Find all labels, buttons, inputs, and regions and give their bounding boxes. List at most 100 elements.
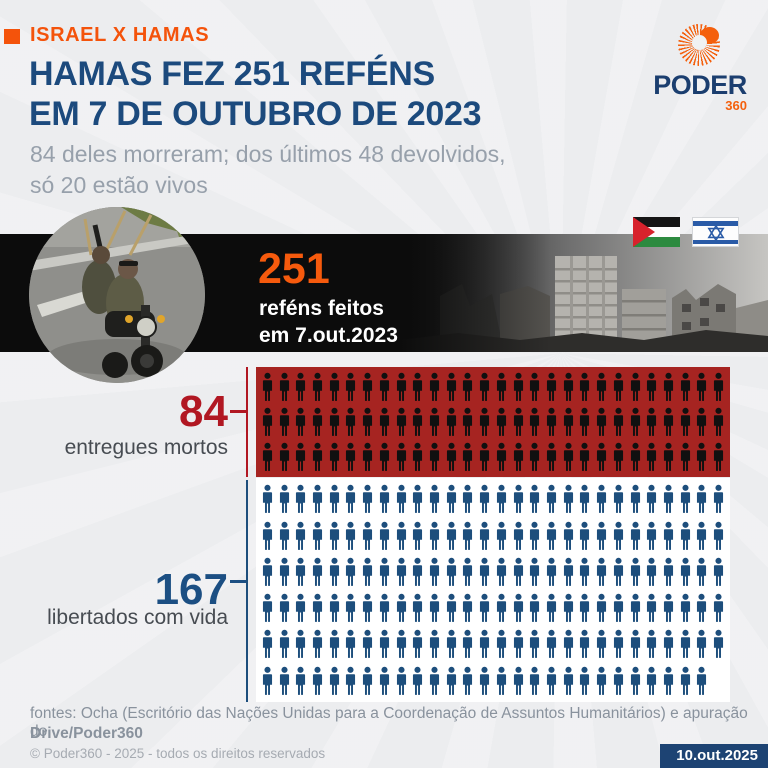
person-icon — [546, 407, 557, 436]
person-icon — [413, 521, 423, 550]
person-icon — [312, 521, 323, 550]
person-icon — [346, 407, 356, 436]
poder360-logo: PODER 360 — [650, 22, 750, 114]
person-icon — [530, 521, 540, 550]
person-icon — [346, 442, 356, 471]
person-icon — [279, 557, 289, 586]
person-icon — [697, 593, 707, 623]
person-icon — [697, 666, 707, 695]
alive-count: 167 — [154, 565, 228, 614]
person-icon — [647, 666, 657, 695]
person-icon — [663, 407, 674, 436]
person-icon — [480, 442, 490, 471]
person-icon — [379, 593, 389, 623]
person-icon — [546, 666, 557, 695]
person-icon — [680, 521, 690, 550]
person-icon — [480, 630, 490, 659]
source-line-2: Drive/Poder360 — [30, 725, 143, 742]
person-icon — [329, 593, 339, 623]
person-icon — [262, 557, 272, 586]
person-icon — [613, 372, 623, 401]
person-icon — [714, 372, 724, 401]
person-icon — [446, 593, 456, 623]
person-icon — [613, 521, 623, 550]
person-icon — [396, 593, 406, 623]
person-icon — [630, 442, 640, 471]
person-icon — [329, 666, 339, 695]
person-icon — [446, 521, 456, 550]
copyright: © Poder360 - 2025 - todos os direitos re… — [30, 746, 326, 761]
person-icon — [530, 666, 540, 695]
person-icon — [580, 442, 590, 471]
person-icon — [379, 442, 389, 471]
person-icon — [463, 521, 473, 550]
person-icon — [546, 557, 557, 586]
person-icon — [446, 557, 456, 586]
person-icon — [714, 557, 724, 586]
banner-caption-line-1: reféns feitos — [259, 297, 384, 320]
person-icon — [680, 630, 690, 659]
person-icon — [597, 666, 607, 695]
person-icon — [296, 442, 306, 471]
person-icon — [496, 557, 506, 586]
person-icon — [463, 485, 473, 514]
person-icon — [413, 407, 423, 436]
person-icon — [663, 593, 674, 623]
person-icon — [463, 666, 473, 695]
person-icon — [279, 485, 289, 514]
person-icon — [463, 557, 473, 586]
person-icon — [480, 372, 490, 401]
person-icon — [312, 485, 323, 514]
person-icon — [613, 666, 623, 695]
person-icon — [346, 372, 356, 401]
person-icon — [630, 372, 640, 401]
poder360-spiral-icon — [678, 24, 720, 66]
tick-alive — [230, 580, 246, 583]
person-icon — [580, 666, 590, 695]
person-icon — [446, 372, 456, 401]
person-icon — [513, 593, 523, 623]
person-icon — [262, 442, 272, 471]
person-icon — [630, 630, 640, 659]
person-icon — [563, 557, 573, 586]
pictogram-dead — [256, 367, 730, 477]
person-icon — [580, 630, 590, 659]
person-icon — [647, 557, 657, 586]
person-icon — [680, 442, 690, 471]
person-icon — [630, 407, 640, 436]
kicker-accent-square — [4, 29, 20, 44]
person-icon — [530, 630, 540, 659]
pictogram-alive — [256, 478, 730, 702]
person-icon — [546, 485, 557, 514]
person-icon — [312, 372, 323, 401]
person-icon — [312, 442, 323, 471]
person-icon — [697, 630, 707, 659]
person-icon — [496, 593, 506, 623]
person-icon — [279, 666, 289, 695]
person-icon — [429, 666, 440, 695]
person-icon — [296, 630, 306, 659]
palestine-flag-green-stripe — [633, 237, 680, 247]
person-icon — [714, 442, 724, 471]
person-icon — [647, 593, 657, 623]
person-icon — [513, 521, 523, 550]
person-icon — [496, 442, 506, 471]
person-icon — [546, 372, 557, 401]
person-icon — [379, 372, 389, 401]
person-icon — [697, 407, 707, 436]
person-icon — [563, 521, 573, 550]
person-icon — [329, 372, 339, 401]
person-icon — [429, 485, 440, 514]
person-icon — [346, 666, 356, 695]
person-icon — [513, 485, 523, 514]
person-icon — [429, 442, 440, 471]
person-icon — [496, 485, 506, 514]
person-icon — [413, 485, 423, 514]
person-icon — [429, 521, 440, 550]
person-icon — [563, 407, 573, 436]
person-icon — [262, 593, 272, 623]
person-icon — [630, 666, 640, 695]
person-icon — [496, 666, 506, 695]
subtitle-line-2: só 20 estão vivos — [30, 172, 208, 198]
